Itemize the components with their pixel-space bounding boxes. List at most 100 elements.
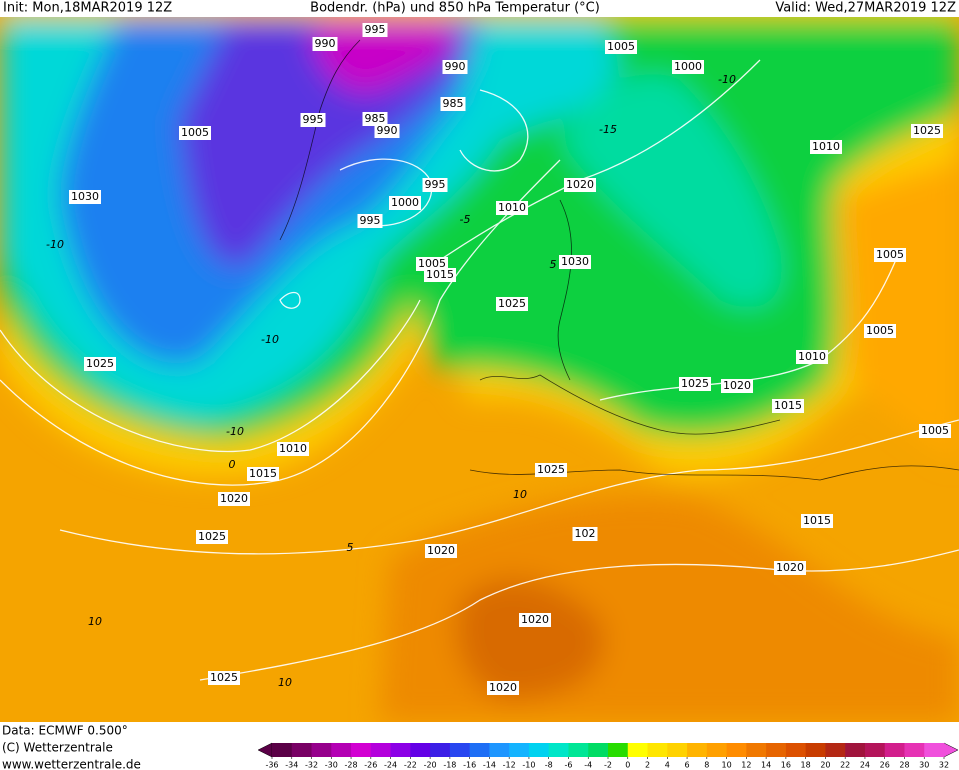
isobar-label-bg [496,297,528,311]
colorbar-tick-label: 32 [939,761,949,770]
isobar-label-text: 1010 [279,442,307,455]
isobar-label: 1025 [535,463,567,477]
colorbar-arrow-left [257,742,273,758]
isobar-label-text: 1020 [521,613,549,626]
colorbar-swatch [884,743,905,757]
map-title: Bodendr. (hPa) und 850 hPa Temperatur (°… [310,1,600,16]
isobar-label-text: 102 [575,527,596,540]
isobar-label-bg [810,140,842,154]
colorbar-tick-label: -4 [584,761,592,770]
colorbar-tick-label: 0 [625,761,630,770]
colorbar-swatch [311,743,332,757]
colorbar-tick-label: 8 [704,761,709,770]
colorbar-swatch [805,743,826,757]
isobar-label: 1020 [519,613,551,627]
colorbar-tick-label: -8 [545,761,553,770]
isobar-label: 102 [572,527,598,541]
isobar-label-bg [300,113,326,127]
colorbar-swatch [509,743,530,757]
isobar-label-text: 1005 [921,424,949,437]
isobar-label-bg [911,124,943,138]
temperature-label: 10 [278,676,292,689]
isobar-label-bg [425,544,457,558]
colorbar-swatch [568,743,589,757]
colorbar-tick-label: -12 [503,761,516,770]
isobar-label-bg [84,357,116,371]
isobar-label: 1025 [679,377,711,391]
isobar-label-text: 1015 [426,268,454,281]
colorbar-swatch [746,743,767,757]
isobar-label-text: 1030 [71,190,99,203]
isobar-label: 1025 [208,671,240,685]
isobar-label: 1025 [84,357,116,371]
isobar-label-text: 1020 [566,178,594,191]
isobar-label: 1005 [864,324,896,338]
colorbar-tick-label: 20 [820,761,830,770]
isobar-label-text: 1005 [607,40,635,53]
isobar-label-text: 1025 [537,463,565,476]
colorbar-tick-label: -24 [384,761,397,770]
colorbar-swatch [647,743,668,757]
isobar-label: 1030 [559,255,591,269]
colorbar-tick-label: 16 [781,761,791,770]
init-time: Init: Mon,18MAR2019 12Z [3,1,172,16]
isobar-label-text: 1025 [913,124,941,137]
isobar-label-bg [919,424,951,438]
isobar-label: 1020 [425,544,457,558]
isobar-label-bg [69,190,101,204]
colorbar-tick-label: -34 [285,761,298,770]
colorbar-swatch [272,743,293,757]
isobar-label-bg [864,324,896,338]
isobar-label-bg [208,671,240,685]
colorbar-tick-label: 22 [840,761,850,770]
isobar-label: 1020 [487,681,519,695]
isobar-label: 1015 [772,399,804,413]
isobar-label-text: 1005 [181,126,209,139]
isobar-label: 1010 [496,201,528,215]
data-source: Data: ECMWF 0.500° [2,724,128,738]
isobar-label: 1005 [874,248,906,262]
isobar-label: 990 [442,60,468,74]
isobar-label: 1010 [277,442,309,456]
isobar-label: 995 [362,23,388,37]
colorbar-swatch [469,743,490,757]
isobar-label-text: 1020 [489,681,517,694]
isobar-label: 990 [312,37,338,51]
isobar-label-text: 1020 [220,492,248,505]
isobar-label: 1025 [196,530,228,544]
temperature-label: 5 [347,541,354,554]
isobar-label-text: 1005 [418,257,446,270]
colorbar-swatch [924,743,945,757]
colorbar-swatch [845,743,866,757]
isobar-label: 990 [374,124,400,138]
isobar-label-text: 1000 [391,196,419,209]
colorbar-swatch [825,743,846,757]
isobar-label-bg [247,467,279,481]
colorbar-tick-label: 6 [685,761,690,770]
colorbar-swatch [667,743,688,757]
isobar-label: 1000 [672,60,704,74]
colorbar-tick-label: -10 [522,761,535,770]
isobar-label-bg [487,681,519,695]
colorbar-swatch [687,743,708,757]
isobar-label-bg [772,399,804,413]
copyright: (C) Wetterzentrale [2,741,113,755]
isobar-label: 1030 [69,190,101,204]
colorbar-swatch [489,743,510,757]
isobar-label-bg [312,37,338,51]
colorbar-swatch [370,743,392,757]
isobar-label-bg [179,126,211,140]
colorbar-tick-label: 30 [919,761,929,770]
isobar-label-bg [442,60,468,74]
isobar-label-text: 985 [365,112,386,125]
colorbar-swatch [548,743,569,757]
isobar-label-text: 1015 [249,467,277,480]
colorbar-tick-label: 4 [665,761,670,770]
isobar-label-text: 1020 [723,379,751,392]
colorbar-tick-label: -30 [325,761,338,770]
isobar-label: 1025 [911,124,943,138]
isobar-label-text: 1025 [198,530,226,543]
colorbar-tick-label: 18 [801,761,811,770]
isobar-label-text: 1000 [674,60,702,73]
isobar-label-bg [389,196,421,210]
